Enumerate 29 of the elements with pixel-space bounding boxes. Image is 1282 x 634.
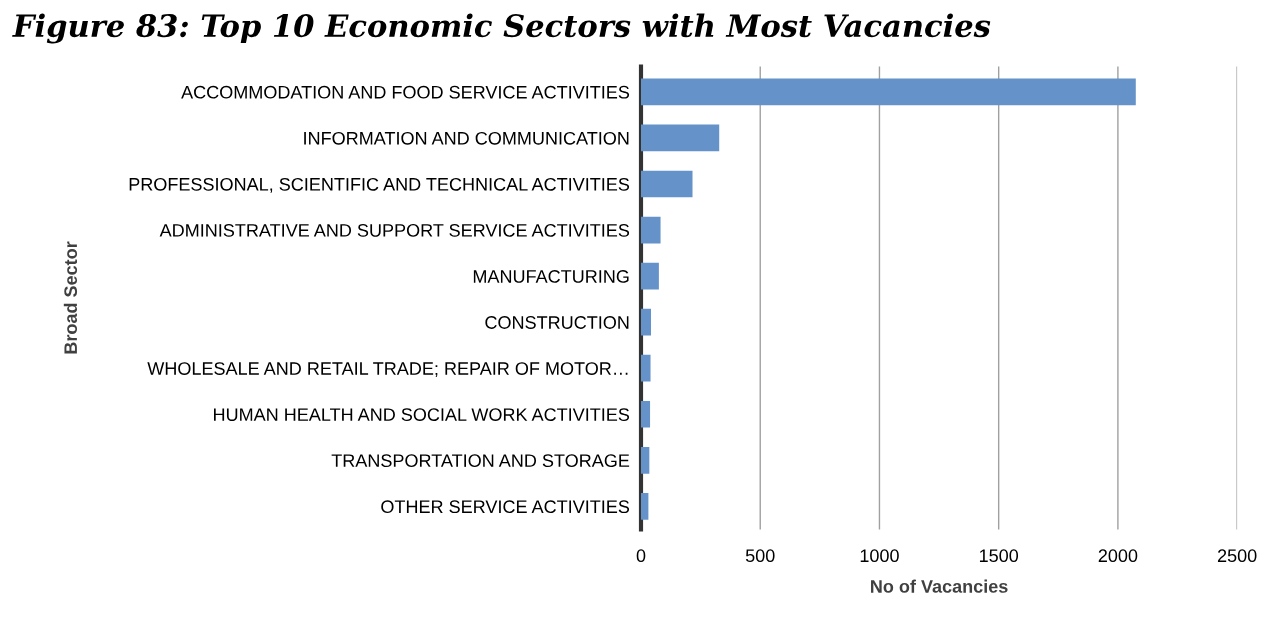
x-tick-label: 2500 [1217, 549, 1257, 563]
y-tick-label: TRANSPORTATION AND STORAGE [331, 454, 630, 468]
bar [641, 170, 693, 198]
y-tick-label: ACCOMMODATION AND FOOD SERVICE ACTIVITIES [181, 85, 630, 99]
bar [641, 78, 1136, 106]
x-tick-label: 2000 [1098, 549, 1138, 563]
y-tick-label: HUMAN HEALTH AND SOCIAL WORK ACTIVITIES [214, 408, 630, 421]
y-axis-title: Broad Sector [63, 241, 78, 354]
bar [641, 216, 661, 244]
bar [641, 493, 649, 520]
y-tick-label: CONSTRUCTION [485, 316, 629, 329]
x-tick-label: 500 [745, 549, 775, 563]
bar [641, 308, 652, 336]
y-tick-label: WHOLESALE AND RETAIL TRADE; REPAIR OF MOTOR… [147, 362, 628, 378]
y-tick-label: MANUFACTURING [473, 270, 629, 283]
x-tick-label: 1000 [860, 549, 899, 563]
y-tick-label: OTHER SERVICE ACTIVITIES [381, 500, 630, 514]
y-tick-label: ADMINISTRATIVE AND SUPPORT SERVICE ACTIVITIES [159, 223, 630, 237]
bar [641, 262, 659, 290]
x-tick-label: 0 [636, 549, 646, 563]
y-tick-label: INFORMATION AND COMMUNICATION [304, 131, 629, 145]
bar [641, 446, 650, 474]
y-tick-label: PROFESSIONAL, SCIENTIFIC AND TECHNICAL ACTIVITIES [129, 177, 630, 193]
bar [641, 124, 720, 152]
bar [641, 400, 651, 428]
bar [641, 354, 651, 382]
chart-title: Figure 83: Top 10 Economic Sectors with Most Vacancies [12, 13, 991, 44]
x-tick-label: 1500 [979, 549, 1019, 563]
x-axis-title: No of Vacancies [871, 579, 1008, 593]
